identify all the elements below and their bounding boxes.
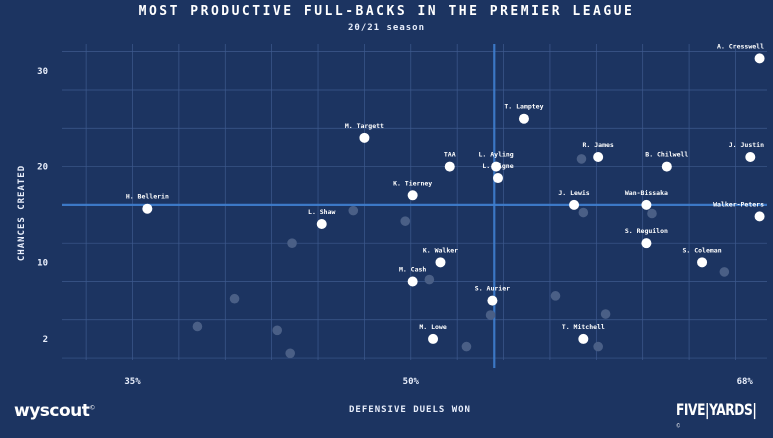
player-point [487,295,498,306]
player-label: Walker-Peters [713,200,764,208]
player-label: S. Coleman [682,246,721,254]
y-tick-label: 2 [43,335,48,345]
fiveyards-logo: FIVE|YARDS| © [676,400,758,438]
player-point [491,161,502,172]
player-point-muted [424,274,435,285]
player-point-muted [600,309,611,319]
y-tick-label: 30 [37,67,48,77]
player-point [578,333,589,344]
player-point [641,199,652,210]
player-point [518,113,529,124]
player-point [697,257,708,268]
player-point [428,333,439,344]
player-point-muted [578,207,589,218]
player-label: M. Lowe [419,323,446,331]
player-label: L. Shaw [308,208,335,216]
player-point-muted [550,291,561,301]
player-point-muted [400,216,411,226]
player-point-muted [576,154,587,164]
player-point [316,219,327,230]
player-point [359,132,370,143]
player-point [492,173,503,184]
player-point [444,161,455,172]
wyscout-logo: wyscout© [14,401,95,421]
player-point-muted [229,293,240,304]
fiveyards-logo-text: FIVE|YARDS| [676,400,757,419]
player-point-muted [647,208,657,219]
player-point [407,190,418,201]
player-label: A. Cresswell [717,42,764,50]
player-label: M. Targett [345,122,384,130]
fiveyards-logo-mark: © [676,422,681,430]
player-point-muted [285,348,295,359]
y-axis-label: CHANCES CREATED [17,164,27,262]
player-point-muted [593,341,603,352]
player-point-muted [348,205,359,216]
player-label: T. Mitchell [562,323,605,331]
player-point-muted [272,325,283,336]
player-label: K. Tierney [393,179,432,187]
player-point [593,151,604,162]
player-label: R. James [583,141,614,149]
player-label: S. Aurier [475,285,510,293]
chart-subtitle: 20/21 season [347,23,426,33]
player-point-muted [287,238,297,248]
player-label: H. Bellerin [126,193,169,201]
player-point [142,203,153,214]
player-label: Wan-Bissaka [625,189,668,197]
player-point [661,161,672,172]
player-label: M. Cash [399,265,426,273]
wyscout-logo-mark: © [89,404,95,412]
y-tick-label: 10 [37,258,48,268]
player-label: J. Justin [729,141,764,149]
player-label: J. Lewis [558,189,589,197]
player-label: TAA [444,151,456,159]
player-point [435,257,446,268]
chart-title: MOST PRODUCTIVE FULL-BACKS IN THE PREMIE… [138,4,635,19]
player-label: L. Ayling [479,151,514,159]
player-label: K. Walker [423,246,458,254]
player-point [745,151,756,162]
player-point-muted [719,267,730,277]
player-point [754,53,765,64]
x-tick-label: 68% [737,377,754,387]
player-point [407,276,418,287]
x-tick-label: 50% [403,377,420,387]
player-point-muted [485,310,496,320]
player-point [754,211,765,222]
x-tick-label: 35% [124,377,141,387]
x-axis-label: DEFENSIVE DUELS WON [349,405,471,415]
y-tick-label: 20 [37,163,48,173]
player-label: S. Reguilon [625,227,668,235]
player-point [569,199,580,210]
player-label: B. Chilwell [645,151,688,159]
player-label: L. Digne [482,162,513,170]
wyscout-logo-text: wyscout [14,401,90,421]
player-point-muted [461,341,472,352]
player-point-muted [192,321,203,332]
player-point [641,238,652,249]
player-label: T. Lamptey [504,103,543,111]
